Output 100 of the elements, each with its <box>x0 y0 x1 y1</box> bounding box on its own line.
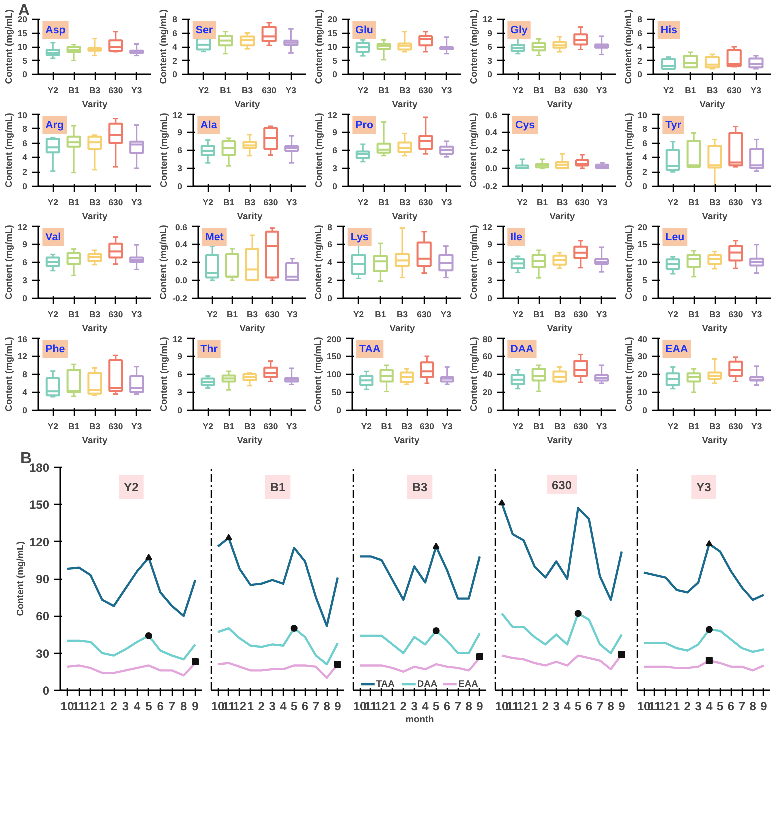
x-tick-label: Y2 <box>354 310 364 320</box>
x-tick-label: Y3 <box>752 310 762 320</box>
x-tick-label: 10 <box>60 700 74 714</box>
x-tick-label: B1 <box>534 422 545 432</box>
y-tick-label: 0.2 <box>485 146 498 156</box>
x-tick-label: B3 <box>554 422 566 432</box>
x-tick-label: 2 <box>258 700 266 714</box>
x-tick-label: B1 <box>378 86 390 96</box>
y-tick-label: 6 <box>332 146 338 156</box>
y-tick-label: 0 <box>328 294 333 304</box>
y-tick-label: 120 <box>29 535 50 550</box>
y-tick-label: 20 <box>328 14 338 24</box>
y-tick-label: 6 <box>22 138 28 148</box>
x-tick-label: 7 <box>738 700 746 714</box>
x-tick-label: B1 <box>226 310 238 320</box>
x-tick-label: B1 <box>224 422 235 432</box>
x-tick-label: 12 <box>84 700 98 714</box>
x-axis-title: Varity <box>82 436 109 446</box>
x-tick-label: B3 <box>89 86 101 96</box>
x-tick-label: B3 <box>396 310 408 320</box>
x-tick-label: B3 <box>89 310 101 320</box>
x-tick-label: Y2 <box>668 198 679 208</box>
x-tick-label: Y3 <box>442 422 453 432</box>
x-tick-label: B3 <box>89 198 101 208</box>
y-tick-label: 20 <box>638 222 648 232</box>
y-tick-label: 2 <box>642 167 648 178</box>
legend-label: TAA <box>376 679 396 689</box>
x-tick-label: B1 <box>688 422 700 432</box>
y-tick-label: 10 <box>638 258 648 268</box>
y-tick-label: 6 <box>642 138 648 148</box>
x-tick-label: Y2 <box>48 310 59 320</box>
y-tick-label: 100 <box>327 370 342 380</box>
y-axis-title: Content (mg/mL) <box>15 542 26 616</box>
y-tick-label: 9 <box>488 240 493 250</box>
text: EAA <box>666 344 688 356</box>
y-tick-label: 10 <box>18 110 28 120</box>
x-tick-label: 11 <box>222 700 236 714</box>
y-axis-title: Content (mg/mL) <box>4 113 14 188</box>
y-tick-label: 12 <box>18 222 28 232</box>
x-tick-label: Y3 <box>752 422 762 432</box>
y-axis-title: Content (mg/mL) <box>158 337 169 412</box>
y-tick-label: 80 <box>482 334 493 344</box>
x-tick-label: 3 <box>269 700 276 714</box>
y-tick-label: 0 <box>332 182 338 192</box>
y-tick-label: 200 <box>327 334 342 344</box>
y-axis-title: Content (mg/mL) <box>624 113 634 188</box>
x-tick-label: Y2 <box>202 198 214 208</box>
x-tick-label: Y3 <box>132 198 142 208</box>
y-tick-label: 3 <box>488 276 493 286</box>
x-tick-label: 1 <box>247 700 254 714</box>
y-axis-title: Content (mg/mL) <box>158 10 169 84</box>
legend-label: DAA <box>417 679 438 689</box>
text: Gly <box>510 24 528 36</box>
x-tick-label: B3 <box>89 422 101 432</box>
y-tick-label: 4 <box>22 152 28 163</box>
y-tick-label: 5 <box>22 56 28 66</box>
y-tick-label: 0 <box>642 182 648 192</box>
x-tick-label: B1 <box>224 198 235 208</box>
x-tick-label: 6 <box>302 700 309 714</box>
y-tick-label: 5 <box>332 56 338 66</box>
x-tick-label: Y3 <box>596 86 608 96</box>
x-axis-title: Varity <box>237 436 264 446</box>
x-tick-label: 7 <box>454 700 462 714</box>
text: Pro <box>356 120 374 132</box>
y-tick-label: 0.0 <box>175 276 188 286</box>
y-tick-label: 8 <box>172 14 178 24</box>
x-tick-label: B1 <box>381 422 393 432</box>
y-tick-label: 6 <box>172 28 178 38</box>
y-tick-label: 8 <box>328 222 333 232</box>
legend-label: EAA <box>458 679 479 689</box>
x-axis-title: Varity <box>702 324 729 334</box>
x-tick-label: B1 <box>688 198 700 208</box>
y-tick-label: 40 <box>638 334 648 344</box>
x-tick-label: B1 <box>685 86 696 96</box>
y-axis-title: Content (mg/mL) <box>158 113 169 188</box>
x-tick-label: 2 <box>684 700 692 714</box>
y-tick-label: 0 <box>178 406 183 416</box>
y-tick-label: 0 <box>178 182 183 192</box>
x-tick-label: Y2 <box>358 198 369 208</box>
x-axis-title: Varity <box>82 212 109 222</box>
x-tick-label: B1 <box>375 310 386 320</box>
y-tick-label: 2 <box>328 276 333 286</box>
y-tick-label: 6 <box>178 370 183 380</box>
x-tick-label: Y3 <box>597 198 608 208</box>
y-tick-label: 0 <box>642 294 648 304</box>
x-tick-label: 2 <box>542 700 550 714</box>
x-tick-label: B1 <box>68 422 80 432</box>
x-tick-label: 2 <box>110 700 118 714</box>
x-tick-label: Y3 <box>596 422 608 432</box>
y-tick-label: -0.2 <box>482 182 498 192</box>
x-tick-label: 9 <box>618 700 626 714</box>
x-tick-label: B3 <box>709 198 721 208</box>
x-tick-label: B1 <box>536 198 548 208</box>
y-tick-label: 15 <box>638 240 648 250</box>
x-tick-label: B1 <box>68 198 80 208</box>
y-tick-label: 5 <box>642 276 648 286</box>
y-tick-label: 0.6 <box>485 110 498 120</box>
y-tick-label: 60 <box>482 352 493 362</box>
y-tick-label: 8 <box>638 14 643 24</box>
y-tick-label: 3 <box>178 388 183 398</box>
